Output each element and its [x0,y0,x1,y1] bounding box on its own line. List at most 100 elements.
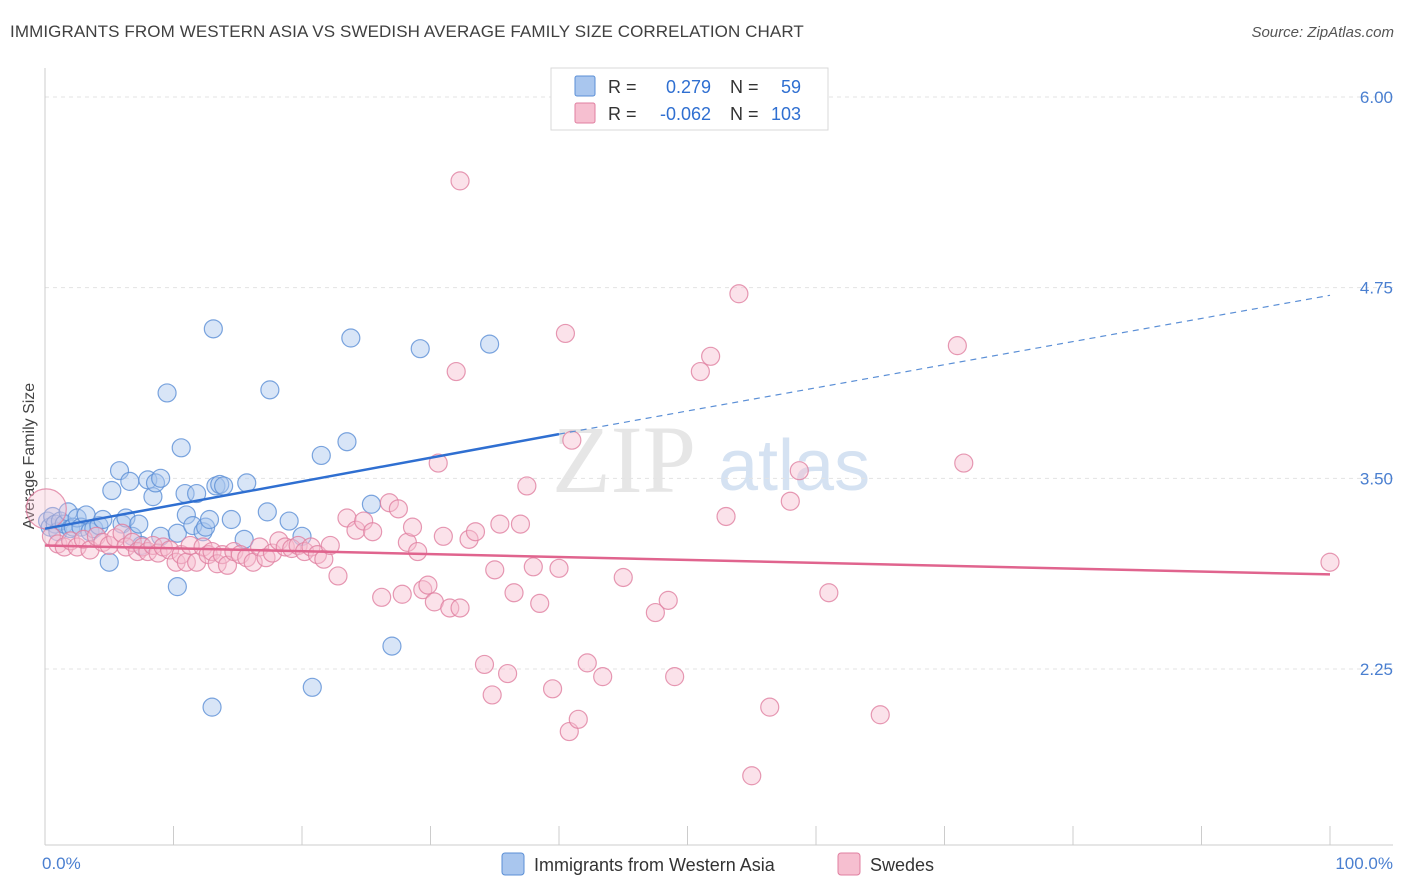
data-point [645,602,665,623]
x-tick-label-max: 100.0% [1335,854,1393,873]
data-point [523,557,543,577]
data-point [363,522,383,542]
data-point [207,554,227,574]
data-point [510,514,531,534]
data-point [530,593,550,614]
data-point [410,339,430,359]
data-point [341,328,361,348]
data-point [408,541,428,562]
data-point [433,526,453,546]
data-point [361,494,381,514]
data-point [311,445,331,466]
data-point [498,663,518,684]
stats-swatch-swedes [574,102,596,124]
data-point [819,583,839,603]
data-point [260,380,280,400]
data-point [337,432,357,452]
y-tick-label: 2.25 [1360,660,1393,679]
data-point [742,766,762,786]
legend-swatch-swedes [837,852,861,876]
data-point [613,567,633,588]
data-point [459,529,479,549]
data-point [665,667,685,687]
data-point [690,361,710,382]
data-point [257,502,277,522]
data-point [171,438,191,458]
axes [44,68,1393,846]
stats-legend: R = 0.279 N = 59 R = -0.062 N = 103 [550,67,829,131]
source-label: Source: ZipAtlas.com [1251,24,1394,41]
data-point [440,598,460,618]
data-point [302,677,322,697]
data-point [129,514,149,534]
data-point [234,529,254,549]
data-point [157,383,177,403]
data-point [760,697,780,717]
bottom-legend: Immigrants from Western Asia Swedes [501,852,934,876]
data-point [474,654,495,675]
data-point [99,552,119,572]
legend-swatch-western-asia [501,852,525,876]
data-point [372,587,392,607]
y-tick-label: 6.00 [1360,88,1393,107]
data-point [555,323,576,344]
data-point [199,509,220,530]
data-point [388,499,408,519]
data-point [214,476,234,496]
data-point [221,509,241,530]
data-point [203,319,223,339]
legend-label-western-asia: Immigrants from Western Asia [534,855,776,875]
watermark-zip: ZIP [552,406,696,513]
data-point [120,471,140,491]
data-point [102,480,122,501]
data-point [1320,552,1340,572]
data-point [151,468,171,488]
data-point [25,488,67,530]
y-tick-labels: 2.25 3.50 4.75 6.00 [1360,88,1393,679]
data-point [947,336,967,356]
series-swedes-points [25,171,1340,786]
y-tick-label: 4.75 [1360,279,1393,298]
data-point [482,685,502,705]
data-point [176,505,196,525]
stats-r-value-1: -0.062 [660,104,711,124]
data-point [577,653,597,673]
data-point [320,535,340,556]
x-tick-label-min: 0.0% [42,854,81,873]
data-point [382,636,402,656]
x-axis-ticks [173,826,1331,845]
data-point [402,517,423,537]
stats-n-value-1: 103 [771,104,801,124]
data-point [187,483,207,504]
data-point [446,361,466,382]
data-point [392,584,412,604]
stats-legend-box [550,67,829,131]
stats-r-value-0: 0.279 [666,77,711,97]
trend-line-western-asia [44,432,560,530]
data-point [593,667,613,687]
data-point [418,575,438,595]
data-point [549,558,569,578]
data-point [450,171,470,191]
legend-label-swedes: Swedes [870,855,934,875]
trend-line-western-asia-extension [558,294,1331,435]
data-point [160,540,180,560]
stats-r-label-0: R = [608,77,637,97]
y-tick-label: 3.50 [1360,469,1393,488]
data-point [490,514,510,534]
trend-line-swedes [44,544,1331,576]
data-point [328,566,348,586]
data-point [658,590,678,610]
data-point [954,453,974,473]
data-point [701,346,721,366]
data-point [562,430,582,450]
stats-n-label-1: N = [730,104,759,124]
data-point [870,705,890,725]
data-point [465,522,486,542]
data-point [167,577,187,597]
data-point [480,334,500,354]
data-point [202,697,222,717]
grid-lines [45,96,1393,670]
data-point [504,583,524,603]
